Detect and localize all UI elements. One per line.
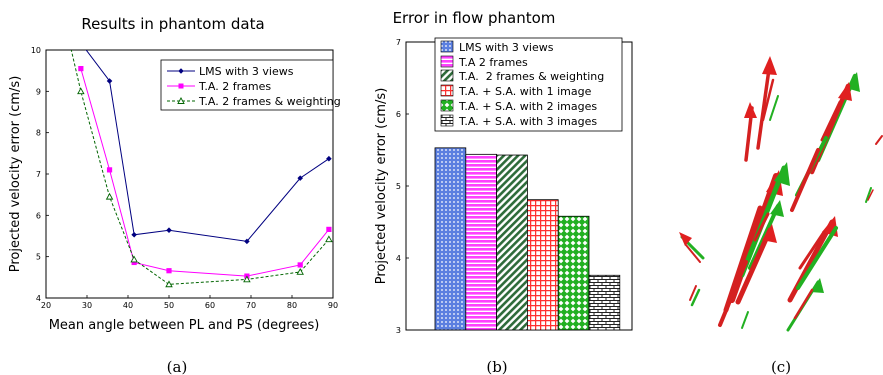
data-point-triangle: [105, 192, 114, 200]
legend-swatch-ta2: [440, 55, 454, 68]
y-tick-label: 7: [36, 170, 41, 179]
data-point-square: [131, 259, 137, 266]
caption-c: (c): [771, 358, 791, 375]
panel-a-legend: LMS with 3 views T.A. 2 frames T.A. 2 fr…: [160, 59, 341, 111]
legend-triangle-marker: [177, 97, 185, 104]
data-point-triangle: [296, 268, 304, 275]
x-tick-label: 80: [287, 301, 297, 310]
data-point-triangle: [64, 26, 70, 31]
y-tick-label: 5: [36, 253, 41, 262]
panel-b-bars: [434, 147, 621, 331]
legend-swatch-sa2: [440, 99, 454, 112]
panel-c-vector-field-image: [679, 56, 883, 332]
data-point-triangle: [77, 87, 85, 95]
legend-label-ta2w: T.A. 2 frames & weighting: [198, 95, 341, 108]
data-point-diamond: [131, 231, 137, 238]
y-tick-label: 8: [36, 129, 41, 138]
data-point-square: [166, 268, 172, 274]
data-point-diamond: [68, 27, 74, 33]
legend-label-b-sa3: T.A. + S.A. with 3 images: [458, 115, 597, 128]
panel-b-title: Error in flow phantom: [393, 9, 556, 27]
y-tick-label: 10: [31, 46, 41, 55]
data-point-diamond: [244, 238, 250, 245]
data-point-square: [326, 226, 332, 232]
caption-b: (b): [486, 358, 507, 375]
legend-label-ta2: T.A. 2 frames: [198, 80, 271, 93]
legend-label-b-sa1: T.A. + S.A. with 1 image: [458, 85, 592, 98]
bar-5: [588, 274, 621, 331]
data-point-diamond: [166, 227, 172, 234]
data-point-triangle: [243, 275, 251, 283]
bar-1: [465, 153, 497, 331]
series-line-2: [70, 50, 330, 285]
y-tick-label: 6: [396, 110, 401, 119]
x-tick-label: 60: [205, 301, 215, 310]
x-tick-label: 20: [41, 301, 51, 310]
panel-a-xlabel: Mean angle between PL and PS (degrees): [49, 318, 320, 333]
y-tick-label: 5: [396, 182, 401, 191]
legend-label-b-sa2: T.A. + S.A. with 2 images: [458, 100, 597, 113]
legend-label-b-ta2: T.A 2 frames: [458, 56, 528, 69]
panel-b-axes: 3 4 5 6 7: [396, 38, 409, 335]
caption-a: (a): [167, 358, 188, 375]
y-tick-label: 6: [36, 211, 41, 220]
panel-a-title: Results in phantom data: [81, 15, 264, 33]
data-point-triangle: [165, 280, 173, 288]
panel-a-ylabel: Projected velocity error (cm/s): [8, 76, 23, 273]
data-point-diamond: [106, 78, 113, 84]
x-tick-label: 70: [246, 301, 256, 310]
legend-swatch-lms: [440, 40, 454, 53]
bar-0: [434, 147, 467, 331]
legend-square-marker: [178, 83, 184, 89]
y-tick-label: 3: [396, 326, 401, 335]
y-tick-label: 9: [36, 87, 41, 96]
data-point-triangle: [325, 235, 333, 243]
x-tick-label: 50: [164, 301, 174, 310]
legend-diamond-marker: [178, 68, 184, 74]
legend-swatch-ta2w: [440, 69, 454, 82]
y-tick-label: 4: [36, 294, 41, 303]
x-tick-label: 30: [82, 301, 92, 310]
panel-a-axes: 20 30 40 50 60 70 80 90 4 5 6 7 8 9 10: [31, 46, 338, 310]
y-tick-label: 7: [396, 38, 401, 47]
data-point-triangle: [130, 255, 138, 263]
data-point-square: [106, 167, 113, 173]
data-point-diamond: [326, 155, 332, 162]
bar-2: [496, 154, 528, 331]
panel-b-ylabel: Projected velocity error (cm/s): [374, 88, 389, 285]
panel-b: Error in flow phantom Projected velocity…: [374, 9, 633, 335]
x-tick-label: 90: [328, 301, 338, 310]
y-tick-label: 4: [396, 254, 401, 263]
bar-3: [527, 199, 559, 331]
arrow-field: [679, 56, 883, 332]
panel-a-markers: [64, 26, 333, 288]
legend-swatch-sa3: [440, 114, 454, 127]
x-tick-label: 40: [123, 301, 133, 310]
panel-a: Results in phantom data Projected veloci…: [8, 15, 341, 333]
legend-label-lms: LMS with 3 views: [199, 65, 294, 78]
legend-label-b-lms: LMS with 3 views: [459, 41, 554, 54]
legend-swatch-sa1: [440, 84, 454, 97]
legend-label-b-ta2w: T.A. 2 frames & weighting: [458, 70, 604, 83]
panel-b-legend: LMS with 3 views T.A 2 frames T.A. 2 fra…: [434, 37, 623, 132]
data-point-diamond: [297, 175, 303, 181]
data-point-square: [297, 262, 303, 268]
bar-4: [557, 215, 590, 331]
data-point-square: [78, 66, 84, 72]
